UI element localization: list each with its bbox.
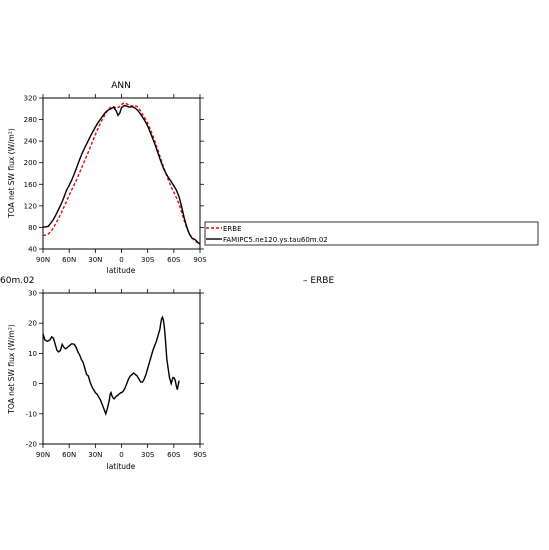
x-tick-label: 0 <box>119 451 123 459</box>
x-tick-label: 90S <box>193 451 207 459</box>
y-tick-label: -10 <box>26 410 37 418</box>
y-axis: -20 -10 0 10 20 30 <box>26 290 204 449</box>
plot-frame <box>42 97 201 250</box>
x-tick-label: 90N <box>36 451 50 459</box>
y-tick-label: 20 <box>28 320 37 328</box>
difference-chart: 60m.02 – ERBE -20 -10 0 10 20 30 90N 60N 30N 0 30… <box>0 276 334 471</box>
y-tick-label: 160 <box>24 181 37 189</box>
series-line-0 <box>42 315 180 416</box>
zonal-mean-chart: ANN 40 80 120 160 200 240 280 320 90N 60N 30N 0 30S… <box>7 81 207 275</box>
x-axis-label: latitude <box>107 462 136 471</box>
x-tick-label: 30S <box>141 451 155 459</box>
y-tick-label: 120 <box>24 202 37 210</box>
y-axis-label: TOA net SW flux (W/m²) <box>7 324 16 415</box>
y-tick-label: 80 <box>28 224 37 232</box>
y-tick-label: 240 <box>24 138 37 146</box>
y-tick-label: 320 <box>24 95 37 103</box>
x-tick-label: 60S <box>167 451 181 459</box>
x-tick-label: 60S <box>167 256 181 264</box>
x-tick-label: 90N <box>36 256 50 264</box>
x-axis: 90N 60N 30N 0 30S 60S 90S <box>36 289 207 459</box>
x-axis: 90N 60N 30N 0 30S 60S 90S <box>36 94 207 264</box>
y-tick-label: 30 <box>28 290 37 298</box>
series-line-1 <box>43 104 201 245</box>
x-tick-label: 60N <box>62 451 76 459</box>
y-tick-label: 200 <box>24 159 37 167</box>
y-tick-label: 40 <box>28 246 37 254</box>
y-tick-label: 10 <box>28 350 37 358</box>
legend: ERBE FAMIPC5.ne120.ys.tau60m.02 <box>204 221 539 246</box>
x-tick-label: 90S <box>193 256 207 264</box>
x-tick-label: 30N <box>88 451 102 459</box>
y-tick-label: 280 <box>24 116 37 124</box>
series-group <box>42 102 201 245</box>
legend-box <box>204 221 539 246</box>
x-tick-label: 30S <box>141 256 155 264</box>
plot-frame <box>42 292 201 445</box>
chart-title-right: – ERBE <box>303 276 334 286</box>
series-group <box>42 315 180 416</box>
series-line-0 <box>42 102 201 245</box>
y-tick-label: 0 <box>33 380 37 388</box>
y-tick-label: -20 <box>26 441 37 449</box>
legend-label-model: FAMIPC5.ne120.ys.tau60m.02 <box>223 236 328 244</box>
x-tick-label: 30N <box>88 256 102 264</box>
x-tick-label: 0 <box>119 256 123 264</box>
chart-title-left: 60m.02 <box>0 276 35 286</box>
x-tick-label: 60N <box>62 256 76 264</box>
y-axis-label: TOA net SW flux (W/m²) <box>7 128 16 219</box>
y-axis: 40 80 120 160 200 240 280 320 <box>24 95 204 254</box>
x-axis-label: latitude <box>107 266 136 275</box>
legend-label-erbe: ERBE <box>223 225 242 233</box>
chart-title: ANN <box>111 81 131 91</box>
